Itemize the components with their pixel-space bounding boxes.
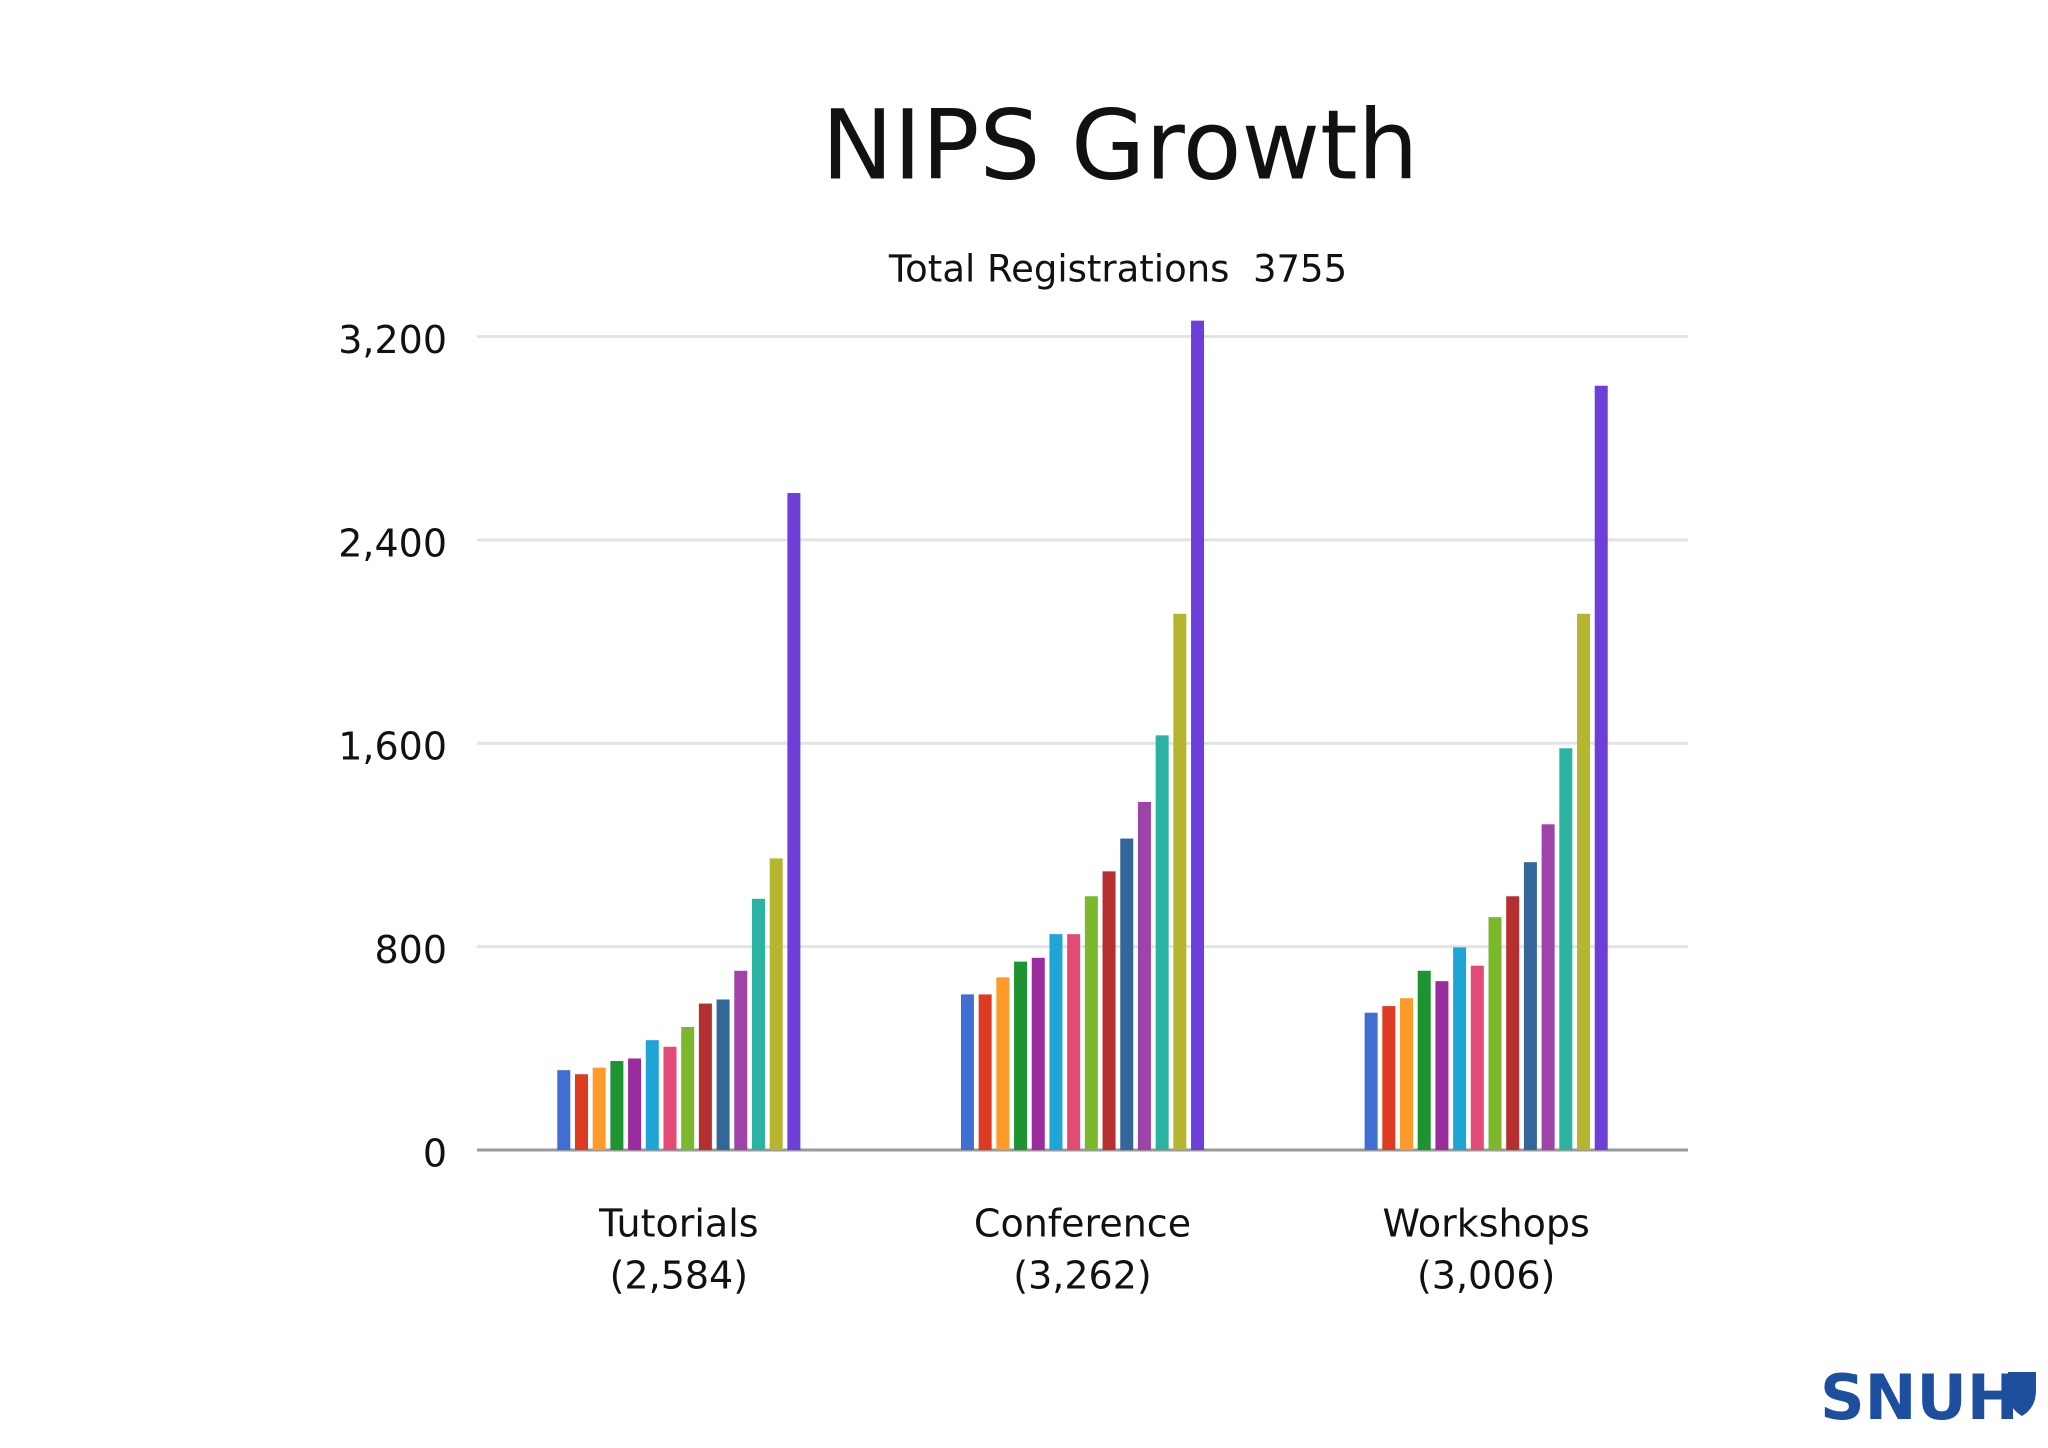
bar: [960, 994, 974, 1150]
bar: [1470, 965, 1484, 1150]
bar: [1435, 981, 1449, 1150]
bar: [978, 994, 992, 1150]
bar: [1541, 824, 1555, 1150]
y-tick-label: 1,600: [338, 725, 447, 769]
bar: [1031, 957, 1045, 1150]
bar: [1120, 838, 1134, 1150]
y-tick-label: 2,400: [338, 521, 447, 565]
x-tick-label: (3,006): [1417, 1254, 1555, 1298]
bar: [1594, 385, 1608, 1150]
logo-text: SNUH: [1820, 1361, 2019, 1434]
bar: [610, 1061, 624, 1150]
logo: SNUH: [1820, 1361, 2036, 1434]
bar: [787, 493, 801, 1150]
chart-title: NIPS Growth: [822, 89, 1419, 201]
bar: [1523, 862, 1537, 1150]
bar: [574, 1074, 588, 1150]
x-tick-label: (2,584): [610, 1254, 748, 1298]
x-tick-label: Workshops: [1383, 1202, 1590, 1246]
x-tick-label: (3,262): [1013, 1254, 1151, 1298]
bar: [1488, 917, 1502, 1150]
bar: [557, 1070, 571, 1150]
bar: [681, 1026, 695, 1150]
bar: [592, 1067, 606, 1150]
bar: [1559, 748, 1573, 1150]
bar: [769, 858, 783, 1150]
bar: [1506, 896, 1520, 1150]
chart-subtitle: Total Registrations 3755: [888, 248, 1347, 291]
bar: [1173, 613, 1187, 1150]
bar: [734, 970, 748, 1150]
bar: [996, 977, 1010, 1150]
bar: [1049, 934, 1063, 1150]
bar: [1067, 934, 1081, 1150]
bar: [1400, 998, 1414, 1150]
bar: [698, 1003, 712, 1150]
bar: [1102, 871, 1116, 1150]
bar: [1191, 320, 1205, 1150]
bar: [1137, 801, 1151, 1150]
x-tick-label: Tutorials: [598, 1202, 759, 1246]
y-tick-label: 3,200: [338, 318, 447, 362]
y-tick-label: 800: [374, 928, 447, 972]
bar: [751, 898, 765, 1150]
bar: [628, 1058, 642, 1150]
bar: [1084, 896, 1098, 1150]
bar: [716, 999, 730, 1150]
bar: [1364, 1012, 1378, 1150]
bar: [1382, 1006, 1396, 1150]
bar: [1453, 947, 1467, 1150]
bar: [1577, 613, 1591, 1150]
bar: [645, 1040, 659, 1150]
bar: [1014, 961, 1028, 1150]
bar: [1155, 735, 1169, 1150]
logo-shield: [2008, 1372, 2036, 1416]
x-tick-label: Conference: [974, 1202, 1191, 1246]
bar: [663, 1046, 677, 1150]
bar: [1417, 970, 1431, 1150]
y-tick-label: 0: [423, 1132, 447, 1176]
